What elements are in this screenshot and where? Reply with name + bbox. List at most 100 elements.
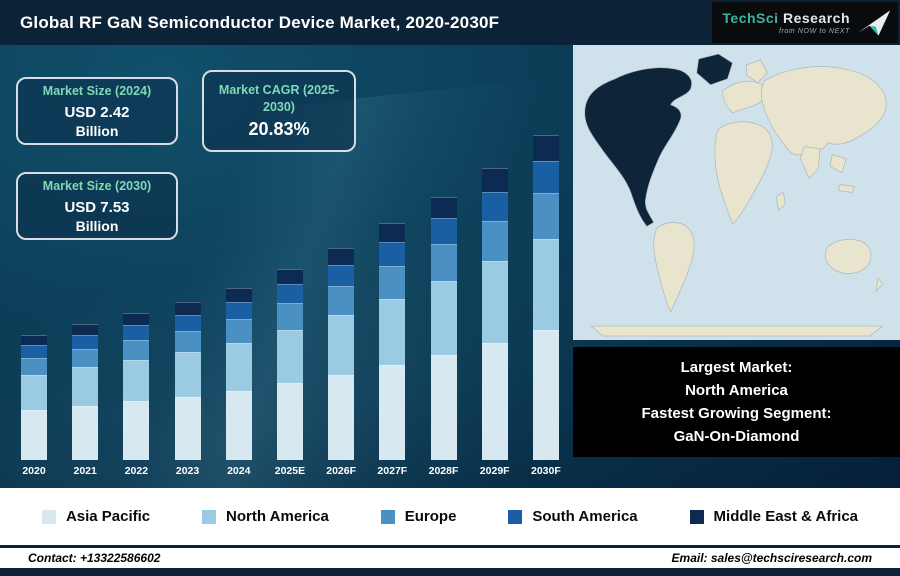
bar-column: 2021	[65, 324, 105, 478]
callout-market-size-2024: Market Size (2024) USD 2.42 Billion	[16, 77, 178, 145]
bar-segment-europe	[123, 339, 150, 361]
bar-segment-middle-east-africa	[174, 302, 201, 315]
bar-segment-middle-east-africa	[72, 324, 99, 336]
bar-segment-asia-pacific	[225, 391, 252, 460]
bar-stack	[532, 135, 559, 460]
bar-stack	[21, 335, 47, 460]
x-axis-label: 2020	[22, 465, 46, 477]
bar-segment-asia-pacific	[328, 375, 355, 460]
chart-legend: Asia Pacific North America Europe South Ame…	[0, 488, 900, 545]
highlight-line: North America	[685, 382, 788, 399]
bar-segment-asia-pacific	[532, 329, 559, 460]
callout-unit: Billion	[75, 217, 119, 234]
x-axis-label: 2029F	[479, 465, 510, 477]
bar-segment-asia-pacific	[174, 396, 201, 460]
legend-swatch-icon	[41, 509, 56, 524]
world-map-panel	[573, 45, 900, 340]
bar-segment-south-america	[123, 325, 150, 340]
bar-segment-asia-pacific	[481, 343, 508, 460]
logo-brand: TechSci Research	[722, 11, 850, 25]
world-map	[573, 45, 900, 340]
x-axis-label: 2025E	[274, 465, 306, 477]
x-axis-label: 2022	[124, 465, 149, 477]
bar-segment-south-america	[532, 160, 559, 194]
logo-text: TechSci Research from NOW to NEXT	[722, 11, 850, 35]
legend-swatch-icon	[202, 509, 217, 524]
bar-segment-europe	[328, 285, 355, 316]
map-india	[799, 146, 821, 180]
x-axis-label: 2023	[175, 465, 200, 477]
legend-swatch-icon	[508, 509, 523, 524]
x-axis-label: 2027F	[377, 465, 408, 477]
bar-segment-middle-east-africa	[276, 269, 303, 284]
bar-segment-north-america	[225, 342, 252, 392]
bar-segment-north-america	[430, 281, 457, 355]
bar-segment-europe	[481, 220, 508, 262]
bar-chart: 2020 2021 2022 2023 2024 2025E 2026F 2027F 2028F…	[14, 45, 566, 478]
callout-value: USD 7.53	[64, 198, 130, 216]
highlight-line: GaN-On-Diamond	[673, 428, 800, 445]
map-greenland	[696, 53, 733, 86]
legend-label: Asia Pacific	[65, 508, 151, 525]
bar-segment-middle-east-africa	[328, 248, 355, 265]
x-axis-label: 2030F	[530, 465, 561, 477]
techsci-logo: TechSci Research from NOW to NEXT	[712, 2, 898, 43]
market-highlight-box: Largest Market: North America Fastest Gr…	[573, 347, 900, 457]
bar-column: 2026F	[321, 248, 361, 478]
bar-segment-north-america	[328, 315, 355, 376]
main-panel: Market Size (2024) USD 2.42 Billion Mark…	[0, 45, 900, 488]
bar-stack	[276, 269, 303, 460]
callout-market-cagr: Market CAGR (2025-2030) 20.83%	[202, 70, 356, 152]
bar-segment-europe	[21, 357, 47, 375]
bar-segment-south-america	[174, 314, 201, 331]
map-scandinavia	[746, 59, 768, 84]
map-new-zealand	[875, 277, 884, 293]
bar-stack	[481, 168, 508, 460]
bar-segment-middle-east-africa	[379, 223, 406, 242]
callout-label: Market Size (2024)	[42, 84, 152, 99]
logo-arrow-icon	[857, 9, 891, 36]
header: Global RF GaN Semiconductor Device Marke…	[0, 0, 900, 45]
page-title: Global RF GaN Semiconductor Device Marke…	[20, 12, 500, 32]
x-axis-label: 2026F	[326, 465, 357, 477]
map-australia	[824, 238, 872, 274]
bar-segment-north-america	[72, 367, 99, 406]
map-madagascar	[775, 191, 786, 212]
bar-segment-north-america	[481, 261, 508, 344]
bar-column: 2028F	[424, 197, 464, 478]
bar-segment-middle-east-africa	[123, 313, 150, 325]
bar-segment-north-america	[123, 360, 150, 402]
bar-stack	[328, 248, 355, 460]
bar-column: 2024	[219, 288, 259, 478]
map-southeast-asia	[829, 154, 847, 174]
bar-column: 2025E	[270, 269, 310, 478]
map-north-america	[584, 67, 692, 227]
bar-segment-middle-east-africa	[21, 335, 47, 345]
legend-label: North America	[226, 508, 329, 525]
bar-segment-north-america	[21, 374, 47, 411]
bar-segment-south-america	[328, 264, 355, 286]
footer-contact: Contact: +13322586602	[28, 551, 161, 565]
map-asia	[761, 66, 887, 156]
bar-segment-middle-east-africa	[225, 288, 252, 302]
bar-segment-middle-east-africa	[430, 197, 457, 218]
legend-item-asia-pacific: Asia Pacific	[41, 508, 151, 525]
bar-column: 2027F	[372, 223, 412, 478]
logo-brand-secondary: Research	[782, 9, 850, 26]
footer-divider	[0, 545, 900, 548]
map-south-america	[653, 222, 695, 313]
legend-swatch-icon	[689, 509, 704, 524]
legend-label: South America	[532, 508, 638, 525]
callout-unit: Billion	[75, 122, 119, 139]
bar-segment-europe	[276, 303, 303, 330]
footer-email: Email: sales@techsciresearch.com	[671, 551, 872, 565]
bar-segment-europe	[532, 193, 559, 239]
bar-segment-south-america	[276, 284, 303, 303]
bar-segment-europe	[174, 330, 201, 353]
bar-segment-middle-east-africa	[481, 168, 508, 192]
legend-label: Middle East & Africa	[713, 508, 859, 525]
bar-segment-south-america	[379, 241, 406, 266]
legend-item-middle-east-africa: Middle East & Africa	[689, 508, 859, 525]
bar-segment-europe	[430, 244, 457, 282]
